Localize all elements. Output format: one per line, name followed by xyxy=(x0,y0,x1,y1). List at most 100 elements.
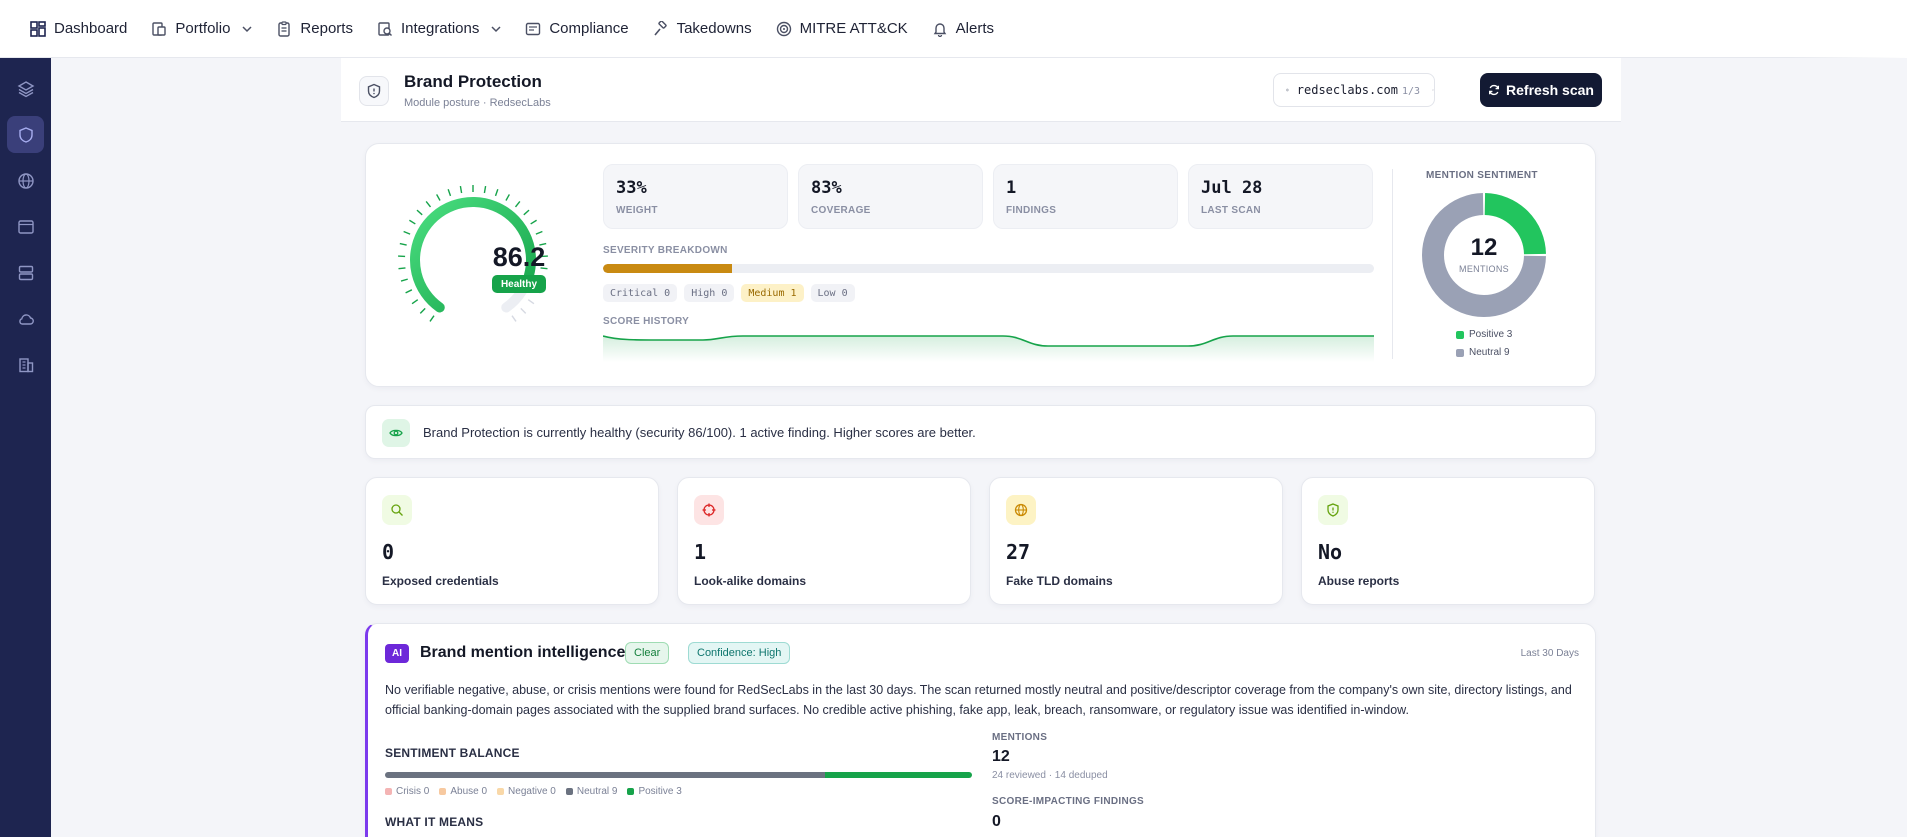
gauge-tick xyxy=(398,267,406,270)
sentiment-balance-positive xyxy=(825,772,972,778)
nav-fade xyxy=(1787,0,1907,58)
domain-selector[interactable]: redseclabs.com 1/3 xyxy=(1273,73,1435,107)
sidebar-item-layers[interactable] xyxy=(7,70,44,107)
refresh-icon xyxy=(1489,84,1500,96)
gauge-tick xyxy=(459,185,463,194)
stat-findings: 1 Findings xyxy=(993,164,1178,229)
gauge-tick xyxy=(511,315,517,322)
legend-neutral-label: Neutral 9 xyxy=(1469,347,1510,358)
nav-dashboard[interactable]: Dashboard xyxy=(30,20,127,37)
severity-chips: Critical 0 High 0 Medium 1 Low 0 xyxy=(603,284,855,302)
stat-coverage-label: Coverage xyxy=(811,205,871,216)
sentiment-total: 12 xyxy=(1470,234,1498,261)
mentions-sub: 24 reviewed · 14 deduped xyxy=(992,770,1108,781)
nav-portfolio[interactable]: Portfolio xyxy=(151,20,252,37)
globe-icon xyxy=(1286,88,1289,92)
nav-portfolio-label: Portfolio xyxy=(175,20,231,37)
page-title: Brand Protection xyxy=(404,72,542,91)
integrations-icon xyxy=(378,21,392,36)
score-history-title: Score history xyxy=(603,316,690,327)
globe-icon xyxy=(17,172,34,189)
stat-last-scan-value: Jul 28 xyxy=(1201,178,1263,198)
severity-chip-critical: Critical 0 xyxy=(603,284,678,302)
severity-title: Severity breakdown xyxy=(603,245,728,256)
metric-abuse-reports: No Abuse reports xyxy=(1301,477,1595,605)
chevron-down-icon xyxy=(491,25,501,32)
stat-coverage-value: 83% xyxy=(811,178,842,198)
score-history-chart xyxy=(603,335,1374,362)
severity-chip-medium: Medium 1 xyxy=(741,284,804,302)
compliance-icon xyxy=(526,22,541,35)
shield-alert-icon xyxy=(1327,503,1339,517)
stat-coverage: 83% Coverage xyxy=(798,164,983,229)
gauge-tick xyxy=(539,242,547,246)
gauge-tick xyxy=(405,289,413,294)
sentiment-balance-neutral xyxy=(385,772,826,778)
target-icon xyxy=(776,21,791,36)
sidebar-item-domains[interactable] xyxy=(7,162,44,199)
gauge-tick xyxy=(411,299,419,305)
ai-status-pill: Clear xyxy=(625,642,670,664)
severity-bar-fill xyxy=(603,264,732,273)
chevron-down-icon xyxy=(242,25,252,32)
nav-compliance-label: Compliance xyxy=(549,20,629,37)
mentions-label: Mentions xyxy=(992,732,1048,743)
portfolio-icon xyxy=(152,21,167,36)
legend-crisis-label: Crisis 0 xyxy=(396,786,430,797)
legend-positive-balance-swatch xyxy=(627,788,635,795)
donut-neutral-slice xyxy=(1422,193,1546,317)
gauge-value-arc xyxy=(410,197,536,313)
sidebar-item-cloud[interactable] xyxy=(7,300,44,337)
ai-summary: No verifiable negative, abuse, or crisis… xyxy=(385,683,1572,717)
stat-last-scan: Jul 28 Last scan xyxy=(1188,164,1373,229)
metric-fake-tld-domains-label: Fake TLD domains xyxy=(1006,574,1113,588)
nav-reports[interactable]: Reports xyxy=(276,20,353,37)
gauge-tick xyxy=(540,267,548,270)
gauge-tick xyxy=(447,188,452,197)
nav-integrations[interactable]: Integrations xyxy=(377,20,501,37)
sidebar-item-servers[interactable] xyxy=(7,254,44,291)
ai-confidence-pill: Confidence: High xyxy=(688,642,791,664)
stat-weight-label: Weight xyxy=(616,205,658,216)
gauge-tick xyxy=(416,209,423,216)
module-icon xyxy=(359,76,389,106)
legend-negative-label: Negative 0 xyxy=(508,786,556,797)
ai-date-range: Last 30 Days xyxy=(1520,648,1579,659)
gauge-tick xyxy=(520,307,527,314)
legend-negative: Negative 0 xyxy=(497,786,556,797)
nav-alerts-label: Alerts xyxy=(955,20,995,37)
stat-findings-value: 1 xyxy=(1006,178,1017,198)
legend-positive-balance: Positive 3 xyxy=(627,786,682,797)
refresh-scan-label: Refresh scan xyxy=(1506,82,1594,98)
nav-takedowns[interactable]: Takedowns xyxy=(653,20,752,37)
nav-compliance[interactable]: Compliance xyxy=(525,20,629,37)
metric-exposed-credentials: 0 Exposed credentials xyxy=(365,477,659,605)
server-icon xyxy=(18,265,33,280)
sentiment-donut xyxy=(1422,193,1546,317)
legend-neutral: Neutral 9 xyxy=(1456,347,1510,358)
metric-abuse-reports-value: No xyxy=(1318,540,1343,564)
legend-negative-swatch xyxy=(497,788,505,795)
sidebar-item-organization[interactable] xyxy=(7,346,44,383)
chevron-down-icon xyxy=(1432,89,1434,91)
metric-fake-tld-domains: 27 Fake TLD domains xyxy=(989,477,1283,605)
refresh-scan-button[interactable]: Refresh scan xyxy=(1480,73,1602,107)
nav-mitre[interactable]: MITRE ATT&CK xyxy=(776,20,908,37)
gauge-tick xyxy=(425,201,432,208)
gauge-tick xyxy=(399,242,407,246)
nav-takedowns-label: Takedowns xyxy=(676,20,752,37)
globe-icon xyxy=(1014,503,1028,517)
legend-crisis: Crisis 0 xyxy=(385,786,429,797)
score-card: 86.2 Healthy 33% Weight 83% Coverage 1 F… xyxy=(365,143,1596,387)
metric-look-alike-domains: 1 Look-alike domains xyxy=(677,477,971,605)
sidebar-item-web[interactable] xyxy=(7,208,44,245)
score-gauge xyxy=(398,185,548,322)
domain-count: 1/3 xyxy=(1401,86,1420,97)
nav-alerts[interactable]: Alerts xyxy=(932,20,994,37)
shield-icon xyxy=(18,126,33,143)
metric-look-alike-domains-icon-wrap xyxy=(694,495,724,525)
cloud-icon xyxy=(18,313,34,325)
gauge-tick xyxy=(419,307,426,314)
sidebar-item-brand-protection[interactable] xyxy=(7,116,44,153)
severity-chip-high: High 0 xyxy=(684,284,735,302)
